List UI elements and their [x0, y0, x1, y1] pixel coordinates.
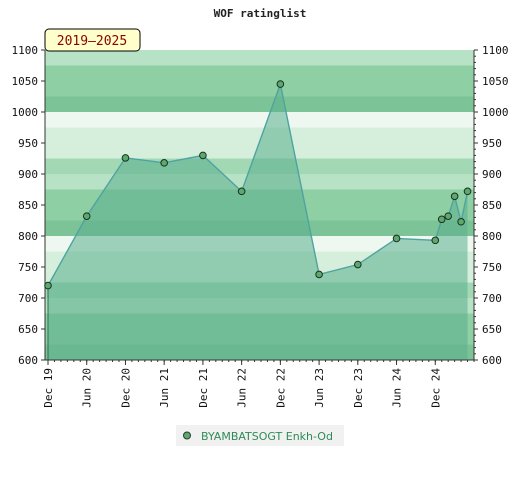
data-point [237, 187, 246, 196]
y-tick-label-right: 1000 [482, 106, 509, 119]
y-tick-label-left: 850 [18, 199, 38, 212]
data-point [354, 260, 362, 269]
x-tick-label: Dec 20 [119, 368, 132, 408]
x-tick-label: Dec 23 [352, 368, 365, 408]
chart-title: WOF ratinglist [214, 7, 307, 20]
y-tick-label-right: 650 [482, 323, 502, 336]
background-band [45, 50, 474, 66]
background-band [45, 127, 474, 143]
legend-marker [183, 431, 191, 440]
y-tick-label-right: 850 [482, 199, 502, 212]
background-band [45, 81, 474, 97]
data-point [199, 151, 207, 160]
background-band [45, 112, 474, 128]
y-tick-label-right: 950 [482, 137, 502, 150]
y-tick-label-left: 600 [18, 354, 38, 367]
y-tick-label-right: 750 [482, 261, 502, 274]
y-tick-label-left: 700 [18, 292, 38, 305]
legend-series-label: BYAMBATSOGT Enkh-Od [201, 430, 333, 443]
y-tick-label-right: 900 [482, 168, 502, 181]
y-tick-label-left: 1100 [12, 44, 39, 57]
data-point [276, 80, 285, 88]
data-point [463, 187, 472, 196]
x-tick-label: Dec 24 [429, 368, 442, 408]
legend: BYAMBATSOGT Enkh-Od [176, 425, 344, 446]
x-tick-label: Jun 23 [313, 368, 326, 408]
x-tick-label: Jun 22 [236, 368, 249, 408]
data-point [444, 212, 452, 220]
period-badge: 2019–2025 [44, 28, 141, 52]
x-tick-label: Dec 22 [274, 368, 287, 408]
series-area-layer [47, 81, 469, 360]
background-band [45, 96, 474, 112]
data-point [437, 215, 446, 224]
legend-box [176, 425, 344, 446]
y-tick-label-left: 950 [18, 137, 38, 150]
y-tick-label-right: 700 [482, 292, 502, 305]
data-point [450, 192, 459, 201]
series-line [47, 81, 469, 286]
period-badge-label: 2019–2025 [57, 34, 127, 49]
y-tick-label-right: 1050 [482, 75, 509, 88]
x-tick-label: Dec 19 [42, 368, 55, 408]
data-point [44, 281, 52, 290]
axes-layer: 600 600 650 650 700 700 750 750 800 800 850 850 900 9… [12, 44, 509, 408]
y-tick-label-left: 900 [18, 168, 38, 181]
y-tick-label-right: 600 [482, 354, 502, 367]
series-area-fill [48, 84, 468, 360]
y-tick-label-left: 650 [18, 323, 38, 336]
x-tick-label: Jun 21 [158, 368, 171, 408]
data-point [82, 212, 91, 220]
data-point [160, 159, 168, 167]
series-points-layer [44, 80, 472, 290]
background-band [45, 65, 474, 81]
data-point [457, 217, 465, 226]
x-tick-label: Jun 20 [81, 368, 94, 408]
data-point [315, 270, 323, 279]
y-tick-label-left: 1050 [12, 75, 39, 88]
y-tick-label-right: 1100 [482, 44, 509, 57]
data-point [431, 236, 440, 245]
y-tick-label-left: 800 [18, 230, 38, 243]
y-tick-label-left: 1000 [12, 106, 39, 119]
data-point [121, 154, 130, 162]
y-tick-label-right: 800 [482, 230, 502, 243]
period-badge-box [44, 28, 141, 52]
x-tick-label: Dec 21 [197, 368, 210, 408]
y-tick-label-left: 750 [18, 261, 38, 274]
x-tick-label: Jun 24 [391, 368, 404, 408]
data-point [392, 234, 401, 243]
